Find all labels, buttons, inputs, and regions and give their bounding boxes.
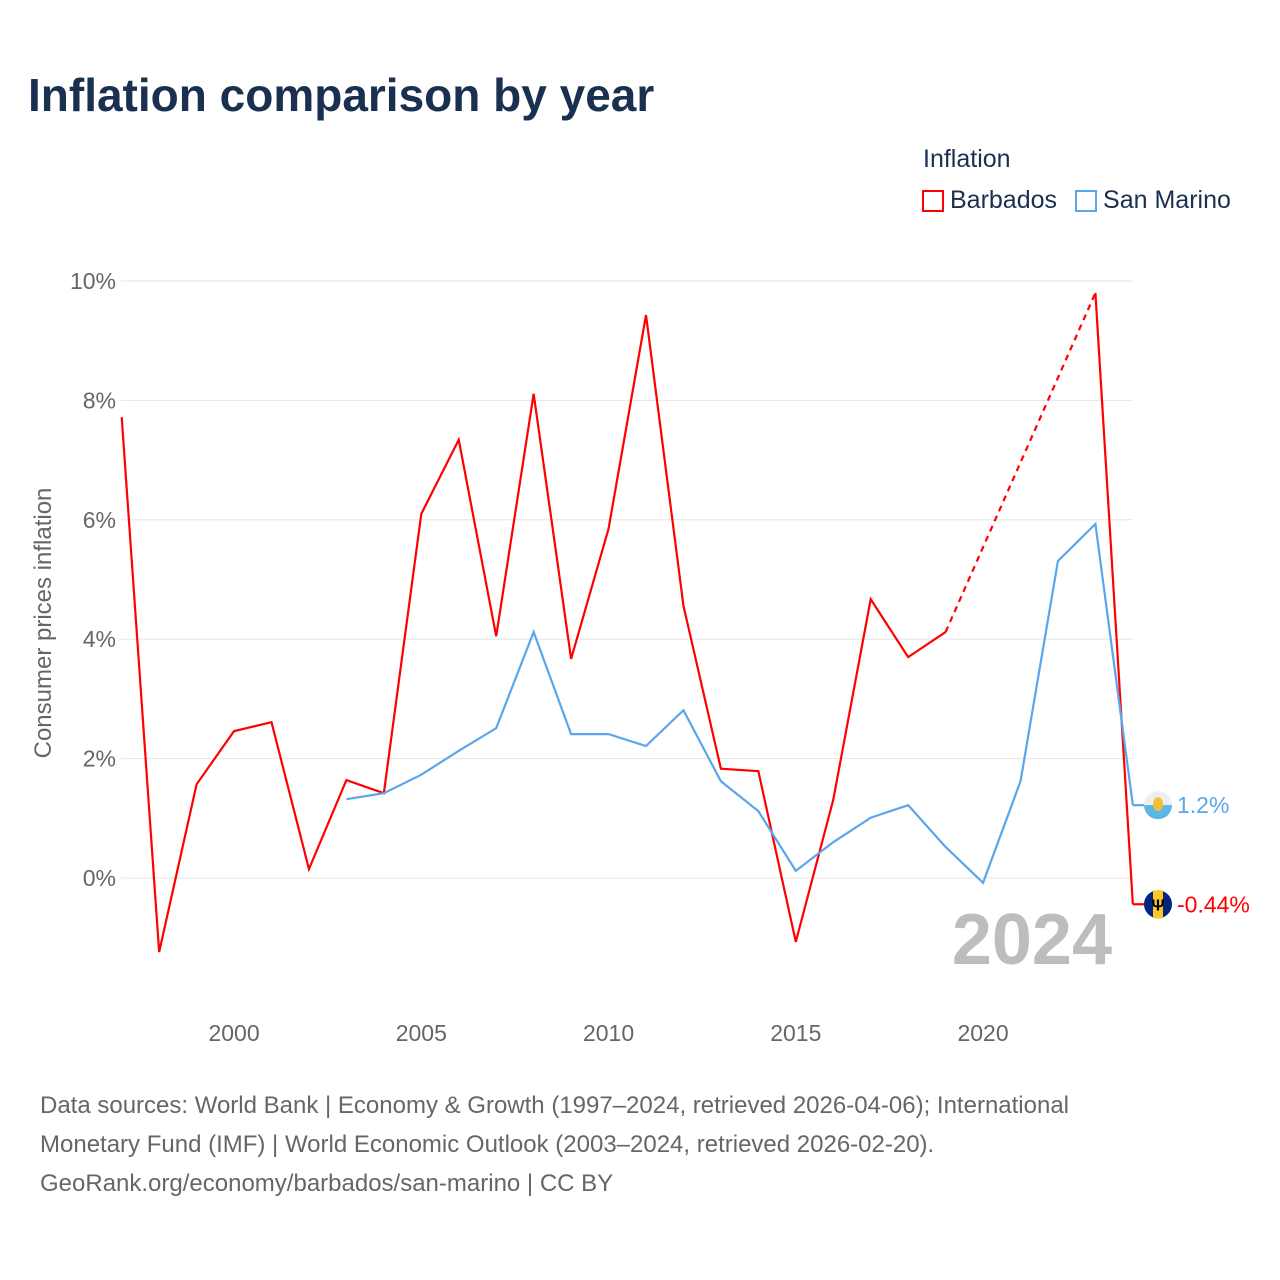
san-marino-flag-icon bbox=[1144, 791, 1172, 820]
legend-item-san-marino[interactable]: San Marino bbox=[1075, 186, 1231, 215]
series-line-barbados bbox=[120, 314, 947, 953]
legend-label: Barbados bbox=[950, 186, 1058, 214]
chart-title: Inflation comparison by year bbox=[28, 69, 655, 121]
end-value-label: -0.44% bbox=[1177, 891, 1250, 917]
flag-lower bbox=[1144, 805, 1172, 820]
x-tick-label: 2015 bbox=[770, 1020, 821, 1046]
x-tick-label: 2005 bbox=[396, 1020, 447, 1046]
legend-item-barbados[interactable]: Barbados bbox=[922, 186, 1057, 215]
source-link[interactable]: GeoRank.org/economy/barbados/san-marino … bbox=[40, 1170, 614, 1197]
series-gap-dashed bbox=[944, 292, 1097, 633]
trident-icon: Ψ bbox=[1152, 897, 1165, 914]
source-line: Data sources: World Bank | Economy & Gro… bbox=[40, 1092, 1070, 1119]
end-value-label: 1.2% bbox=[1177, 792, 1229, 818]
y-tick-label: 4% bbox=[83, 626, 116, 652]
flag-stripe bbox=[1153, 890, 1163, 919]
y-tick-label: 10% bbox=[70, 268, 116, 294]
legend-title: Inflation bbox=[923, 145, 1011, 173]
y-tick-label: 2% bbox=[83, 746, 116, 772]
series-line-barbados bbox=[1094, 292, 1134, 905]
legend-swatch bbox=[1075, 189, 1098, 212]
series-line-san-marino bbox=[346, 521, 1134, 885]
legend-swatch bbox=[922, 189, 944, 212]
y-tick-label: 0% bbox=[83, 865, 116, 891]
y-tick-label: 8% bbox=[83, 387, 116, 413]
year-watermark: 2024 bbox=[952, 900, 1112, 980]
x-tick-label: 2000 bbox=[208, 1020, 259, 1046]
coat-of-arms-icon bbox=[1153, 797, 1163, 812]
x-tick-label: 2020 bbox=[957, 1020, 1008, 1046]
legend: Barbados San Marino bbox=[922, 186, 1231, 215]
footer: Data sources: World Bank | Economy & Gro… bbox=[40, 1086, 1240, 1203]
source-line: Monetary Fund (IMF) | World Economic Out… bbox=[40, 1131, 935, 1158]
y-tick-label: 6% bbox=[83, 507, 116, 533]
y-axis-label: Consumer prices inflation bbox=[30, 488, 57, 759]
barbados-flag-icon: Ψ bbox=[1144, 890, 1172, 919]
x-tick-label: 2010 bbox=[583, 1020, 634, 1046]
legend-label: San Marino bbox=[1103, 186, 1231, 214]
